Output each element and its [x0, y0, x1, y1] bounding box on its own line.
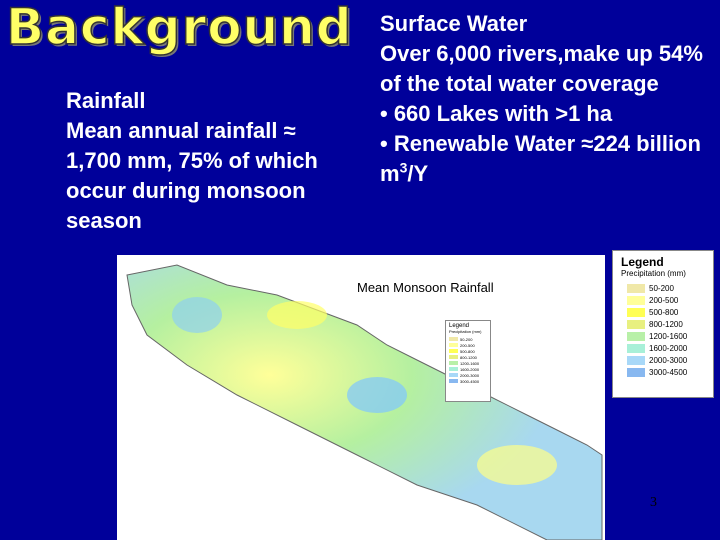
legend-row: 200-500: [449, 342, 490, 348]
legend-label: 2000-3000: [460, 372, 480, 378]
legend-label: 1600-2000: [649, 343, 688, 353]
page-number: 3: [650, 495, 657, 510]
legend-label: 800-1200: [649, 319, 683, 329]
legend-row: 50-200: [627, 282, 713, 294]
legend-title: Legend: [621, 255, 664, 269]
legend-label: 800-1200: [460, 354, 477, 360]
legend-row: 3000-4500: [449, 378, 490, 384]
text: /Y: [407, 161, 429, 186]
region: [267, 301, 327, 329]
legend-row: 50-200: [449, 336, 490, 342]
left-text: Rainfall Mean annual rainfall ≈ 1,700 mm…: [66, 86, 356, 236]
swatch: [627, 367, 645, 377]
legend-row: 800-1200: [449, 354, 490, 360]
swatch: [449, 355, 458, 359]
swatch: [627, 319, 645, 329]
swatch: [449, 337, 458, 341]
legend-row: 800-1200: [627, 318, 713, 330]
legend-subtitle: Precipitation (mm): [621, 269, 686, 278]
region: [172, 297, 222, 333]
swatch: [449, 379, 458, 383]
region: [347, 377, 407, 413]
legend-rows: 50-200 200-500 500-800 800-1200 1200-1600 160…: [446, 336, 490, 384]
legend-label: 1600-2000: [460, 366, 480, 372]
right-text: Surface Water Over 6,000 rivers,make up …: [380, 9, 716, 189]
legend-row: 1600-2000: [449, 366, 490, 372]
legend-row: 1200-1600: [449, 360, 490, 366]
legend-rows: 50-200 200-500 500-800 800-1200 1200-1600 160…: [613, 282, 713, 378]
legend-label: 200-500: [460, 342, 475, 348]
legend-label: 500-800: [460, 348, 475, 354]
swatch: [627, 355, 645, 365]
swatch: [449, 367, 458, 371]
text: • Renewable Water ≈224 billion m: [380, 131, 701, 186]
region: [477, 445, 557, 485]
swatch: [627, 307, 645, 317]
legend-row: 1200-1600: [627, 330, 713, 342]
swatch: [449, 349, 458, 353]
legend-label: 200-500: [649, 295, 679, 305]
swatch: [449, 343, 458, 347]
swatch: [627, 283, 645, 293]
mini-legend: Legend Precipitation (mm) 50-200 200-500 5…: [445, 320, 491, 402]
paragraph: Mean annual rainfall ≈ 1,700 mm, 75% of …: [66, 118, 318, 233]
swatch: [627, 343, 645, 353]
legend-label: 500-800: [649, 307, 679, 317]
legend-label: 2000-3000: [649, 355, 688, 365]
legend-label: 50-200: [460, 336, 473, 342]
slide-title: Background: [5, 0, 353, 57]
map-shape: [126, 264, 603, 540]
swatch: [627, 295, 645, 305]
superscript: 3: [399, 159, 408, 176]
legend-label: 1200-1600: [460, 360, 480, 366]
legend-row: 500-800: [449, 348, 490, 354]
legend-row: 2000-3000: [627, 354, 713, 366]
swatch: [449, 361, 458, 365]
legend-row: 1600-2000: [627, 342, 713, 354]
legend-title: Legend: [449, 323, 470, 329]
map: Mean Monsoon Rainfall Legend Precipitati…: [117, 255, 605, 540]
bullet: • 660 Lakes with >1 ha: [380, 101, 613, 126]
heading: Rainfall: [66, 88, 146, 113]
legend: Legend Precipitation (mm) 50-200 200-500 5…: [612, 250, 714, 398]
legend-subtitle: Precipitation (mm): [449, 329, 482, 334]
bullet: • Renewable Water ≈224 billion m3/Y: [380, 129, 716, 189]
legend-row: 3000-4500: [627, 366, 713, 378]
legend-row: 200-500: [627, 294, 713, 306]
paragraph: Over 6,000 rivers,make up 54% of the tot…: [380, 41, 703, 96]
swatch: [627, 331, 645, 341]
swatch: [449, 373, 458, 377]
legend-label: 3000-4500: [649, 367, 688, 377]
legend-label: 1200-1600: [649, 331, 688, 341]
heading: Surface Water: [380, 11, 528, 36]
legend-row: 2000-3000: [449, 372, 490, 378]
legend-label: 3000-4500: [460, 378, 480, 384]
legend-row: 500-800: [627, 306, 713, 318]
legend-label: 50-200: [649, 283, 674, 293]
map-caption: Mean Monsoon Rainfall: [357, 280, 494, 295]
